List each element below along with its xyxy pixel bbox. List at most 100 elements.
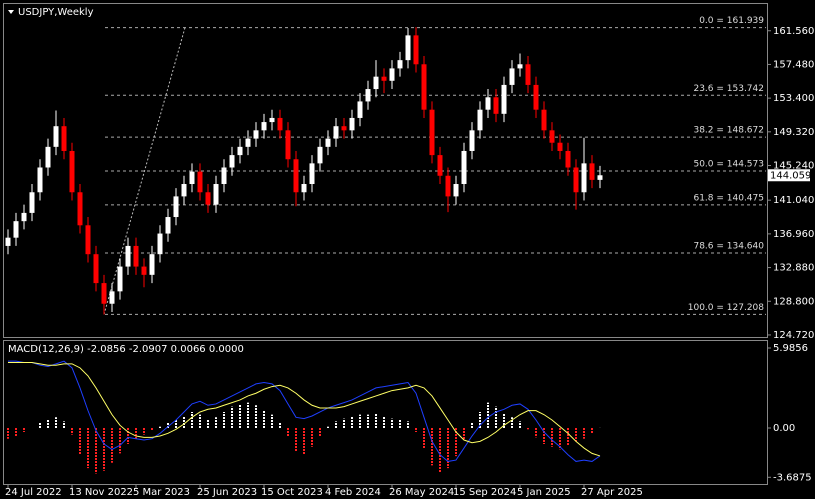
fib-label: 38.2 = 148.672 <box>693 126 764 136</box>
y-tick-label: 149.320 <box>773 127 814 138</box>
candle-body <box>565 150 571 168</box>
candle-body <box>357 101 363 118</box>
candle-body <box>173 196 179 218</box>
y-tick-label: -3.6875 <box>773 472 812 483</box>
candle-body <box>229 155 235 168</box>
fib-label: 100.0 = 127.208 <box>688 303 765 313</box>
candle-body <box>509 68 515 85</box>
x-tick-label: 26 May 2024 <box>389 487 454 498</box>
candle-body <box>477 109 483 131</box>
x-tick-label: 13 Nov 2022 <box>69 487 133 498</box>
candle-body <box>197 171 203 193</box>
candle-body <box>453 184 459 197</box>
y-tick-label: 124.720 <box>773 330 814 341</box>
candle-body <box>261 122 267 131</box>
fib-label: 0.0 = 161.939 <box>699 16 764 26</box>
y-tick-label: 161.560 <box>773 26 814 37</box>
candle-body <box>445 175 451 197</box>
y-tick-label: 141.040 <box>773 195 814 206</box>
candle-body <box>5 237 11 246</box>
macd-line <box>8 360 601 462</box>
candle-body <box>293 159 299 193</box>
x-tick-label: 5 Jan 2025 <box>517 487 571 498</box>
candle-body <box>69 150 75 193</box>
candle-body <box>181 184 187 197</box>
candle-body <box>141 266 147 275</box>
macd-title: MACD(12,26,9) -2.0856 -2.0907 0.0066 0.0… <box>8 344 244 355</box>
candle-body <box>117 266 123 292</box>
y-tick-label: 0.00 <box>773 423 795 434</box>
y-tick-label: 132.880 <box>773 263 814 274</box>
candle-body <box>469 130 475 151</box>
candle-body <box>437 155 443 176</box>
candle-body <box>77 192 83 226</box>
candle-body <box>109 291 115 304</box>
chart-title: USDJPY,Weekly <box>18 7 94 18</box>
candle-body <box>213 184 219 205</box>
candle-body <box>397 60 403 69</box>
y-tick-label: 145.240 <box>773 161 814 172</box>
candle-body <box>21 212 27 222</box>
x-tick-label: 5 Mar 2023 <box>133 487 190 498</box>
main-frame <box>3 3 768 338</box>
candle-body <box>245 138 251 147</box>
candle-body <box>237 146 243 156</box>
candle-body <box>101 283 107 304</box>
x-tick-label: 24 Jul 2022 <box>5 487 62 498</box>
candle-body <box>581 163 587 193</box>
y-tick-label: 5.9856 <box>773 343 808 354</box>
fib-label: 50.0 = 144.573 <box>693 160 764 170</box>
y-tick-label: 128.800 <box>773 296 814 307</box>
candle-body <box>373 76 379 90</box>
candle-body <box>493 97 499 114</box>
y-tick-label: 153.400 <box>773 93 814 104</box>
candle-body <box>93 254 99 284</box>
candle-body <box>157 233 163 255</box>
candle-body <box>461 150 467 185</box>
x-tick-label: 15 Sep 2024 <box>453 487 516 498</box>
candle-body <box>349 117 355 131</box>
candle-body <box>541 109 547 131</box>
candle-body <box>13 221 19 238</box>
candle-body <box>125 245 131 267</box>
candle-body <box>381 76 387 81</box>
candle-body <box>85 225 91 255</box>
candle-body <box>389 68 395 81</box>
candle-body <box>61 126 67 151</box>
candle-body <box>205 192 211 205</box>
candle-body <box>221 167 227 185</box>
candle-body <box>53 126 59 147</box>
candle-body <box>45 146 51 168</box>
macd-line <box>8 362 601 457</box>
candle-body <box>517 64 523 69</box>
candle-body <box>301 184 307 193</box>
candle-body <box>557 142 563 151</box>
fib-label: 61.8 = 140.475 <box>693 193 764 203</box>
x-tick-label: 15 Oct 2023 <box>261 487 323 498</box>
fib-label: 23.6 = 153.742 <box>693 84 764 94</box>
candle-body <box>37 167 43 193</box>
macd-frame <box>3 340 768 485</box>
candle-body <box>597 175 603 180</box>
candle-body <box>573 167 579 193</box>
candle-body <box>317 146 323 164</box>
candle-body <box>253 130 259 139</box>
fib-label: 78.6 = 134.640 <box>693 242 764 252</box>
candle-body <box>285 130 291 160</box>
candle-body <box>413 35 419 65</box>
menu-arrow <box>8 10 14 14</box>
x-tick-label: 4 Feb 2024 <box>325 487 381 498</box>
candle-body <box>485 97 491 110</box>
candle-body <box>533 84 539 110</box>
candle-body <box>165 217 171 234</box>
candle-body <box>589 163 595 180</box>
y-tick-label: 136.960 <box>773 229 814 240</box>
current-price-label: 144.059 <box>770 170 811 181</box>
candle-body <box>429 109 435 156</box>
candle-body <box>421 64 427 110</box>
candle-body <box>365 89 371 102</box>
candle-body <box>29 192 35 213</box>
candle-body <box>325 138 331 147</box>
